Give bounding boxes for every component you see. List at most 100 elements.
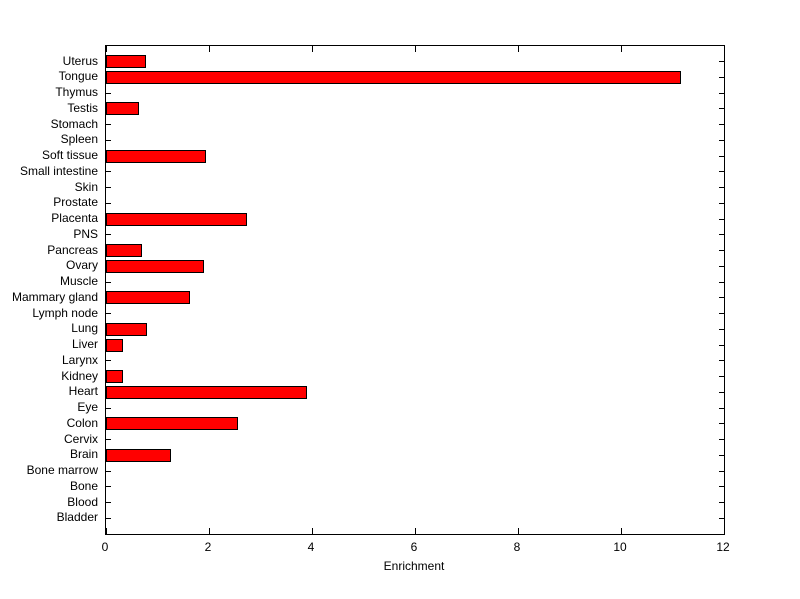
y-tick-left (106, 407, 111, 409)
x-tick-top (105, 46, 107, 52)
y-label-lymph-node: Lymph node (32, 306, 98, 320)
y-label-brain: Brain (69, 447, 98, 461)
y-label-liver: Liver (71, 337, 98, 351)
x-axis-title: Enrichment (383, 559, 445, 573)
y-tick-right (719, 234, 724, 236)
y-tick-left (106, 502, 111, 504)
bar-placenta (106, 213, 247, 226)
bar-pancreas (106, 244, 142, 257)
x-tick-bottom (105, 528, 107, 534)
y-tick-right (719, 265, 724, 267)
y-tick-right (719, 297, 724, 299)
y-label-soft-tissue: Soft tissue (41, 148, 98, 162)
bar-kidney (106, 370, 123, 383)
y-tick-left (106, 517, 111, 519)
y-tick-right (719, 139, 724, 141)
plot-area (105, 45, 725, 535)
bar-tongue (106, 71, 681, 84)
y-label-eye: Eye (77, 400, 98, 414)
y-tick-right (719, 202, 724, 204)
y-label-pancreas: Pancreas (47, 243, 98, 257)
y-label-mammary-gland: Mammary gland (11, 290, 98, 304)
y-tick-right (719, 454, 724, 456)
y-label-blood: Blood (67, 495, 98, 509)
y-label-skin: Skin (74, 180, 98, 194)
y-tick-left (106, 313, 111, 315)
y-tick-left (106, 234, 111, 236)
y-tick-right (719, 486, 724, 488)
bar-colon (106, 417, 238, 430)
y-label-bone: Bone (69, 479, 98, 493)
y-tick-left (106, 486, 111, 488)
x-tick-bottom (311, 528, 313, 534)
bar-brain (106, 449, 171, 462)
y-tick-right (719, 61, 724, 63)
y-tick-right (719, 250, 724, 252)
y-tick-right (719, 92, 724, 94)
y-label-bladder: Bladder (56, 510, 98, 524)
y-tick-left (106, 439, 111, 441)
y-label-lung: Lung (71, 321, 98, 335)
x-tick-bottom (517, 528, 519, 534)
x-tick-top (620, 46, 622, 52)
x-tick-label-6: 6 (410, 540, 418, 554)
bar-heart (106, 386, 307, 399)
y-tick-left (106, 281, 111, 283)
y-tick-right (719, 124, 724, 126)
bar-soft-tissue (106, 150, 206, 163)
y-tick-right (719, 76, 724, 78)
x-tick-top (311, 46, 313, 52)
x-tick-top (208, 46, 210, 52)
y-label-pns: PNS (73, 227, 98, 241)
y-label-heart: Heart (68, 384, 98, 398)
y-tick-right (719, 108, 724, 110)
y-label-placenta: Placenta (51, 211, 98, 225)
y-tick-right (719, 376, 724, 378)
y-tick-right (719, 502, 724, 504)
y-label-spleen: Spleen (60, 132, 98, 146)
y-tick-right (719, 218, 724, 220)
y-tick-right (719, 391, 724, 393)
y-tick-right (719, 187, 724, 189)
y-tick-left (106, 470, 111, 472)
y-tick-left (106, 360, 111, 362)
y-label-larynx: Larynx (61, 353, 98, 367)
y-label-tongue: Tongue (58, 69, 98, 83)
y-tick-right (719, 171, 724, 173)
y-tick-right (719, 407, 724, 409)
y-tick-right (719, 423, 724, 425)
y-tick-right (719, 328, 724, 330)
y-tick-right (719, 470, 724, 472)
y-tick-left (106, 187, 111, 189)
bar-ovary (106, 260, 204, 273)
y-label-bone-marrow: Bone marrow (26, 463, 98, 477)
x-tick-label-2: 2 (204, 540, 212, 554)
y-label-small-intestine: Small intestine (19, 164, 98, 178)
x-tick-label-10: 10 (613, 540, 627, 554)
bar-lung (106, 323, 147, 336)
y-label-cervix: Cervix (63, 432, 98, 446)
x-tick-bottom (208, 528, 210, 534)
y-label-muscle: Muscle (59, 274, 98, 288)
x-tick-top (517, 46, 519, 52)
x-tick-top (414, 46, 416, 52)
bar-uterus (106, 55, 146, 68)
y-label-ovary: Ovary (65, 258, 98, 272)
y-label-kidney: Kidney (61, 369, 98, 383)
x-tick-top (723, 46, 725, 52)
y-tick-right (719, 439, 724, 441)
x-tick-bottom (723, 528, 725, 534)
y-tick-right (719, 155, 724, 157)
bar-liver (106, 339, 123, 352)
y-label-testis: Testis (67, 101, 98, 115)
y-label-colon: Colon (66, 416, 98, 430)
y-tick-left (106, 139, 111, 141)
y-tick-left (106, 92, 111, 94)
y-tick-right (719, 517, 724, 519)
y-tick-left (106, 202, 111, 204)
y-tick-left (106, 171, 111, 173)
y-tick-right (719, 313, 724, 315)
bar-mammary-gland (106, 291, 190, 304)
y-tick-right (719, 360, 724, 362)
y-label-thymus: Thymus (55, 85, 98, 99)
